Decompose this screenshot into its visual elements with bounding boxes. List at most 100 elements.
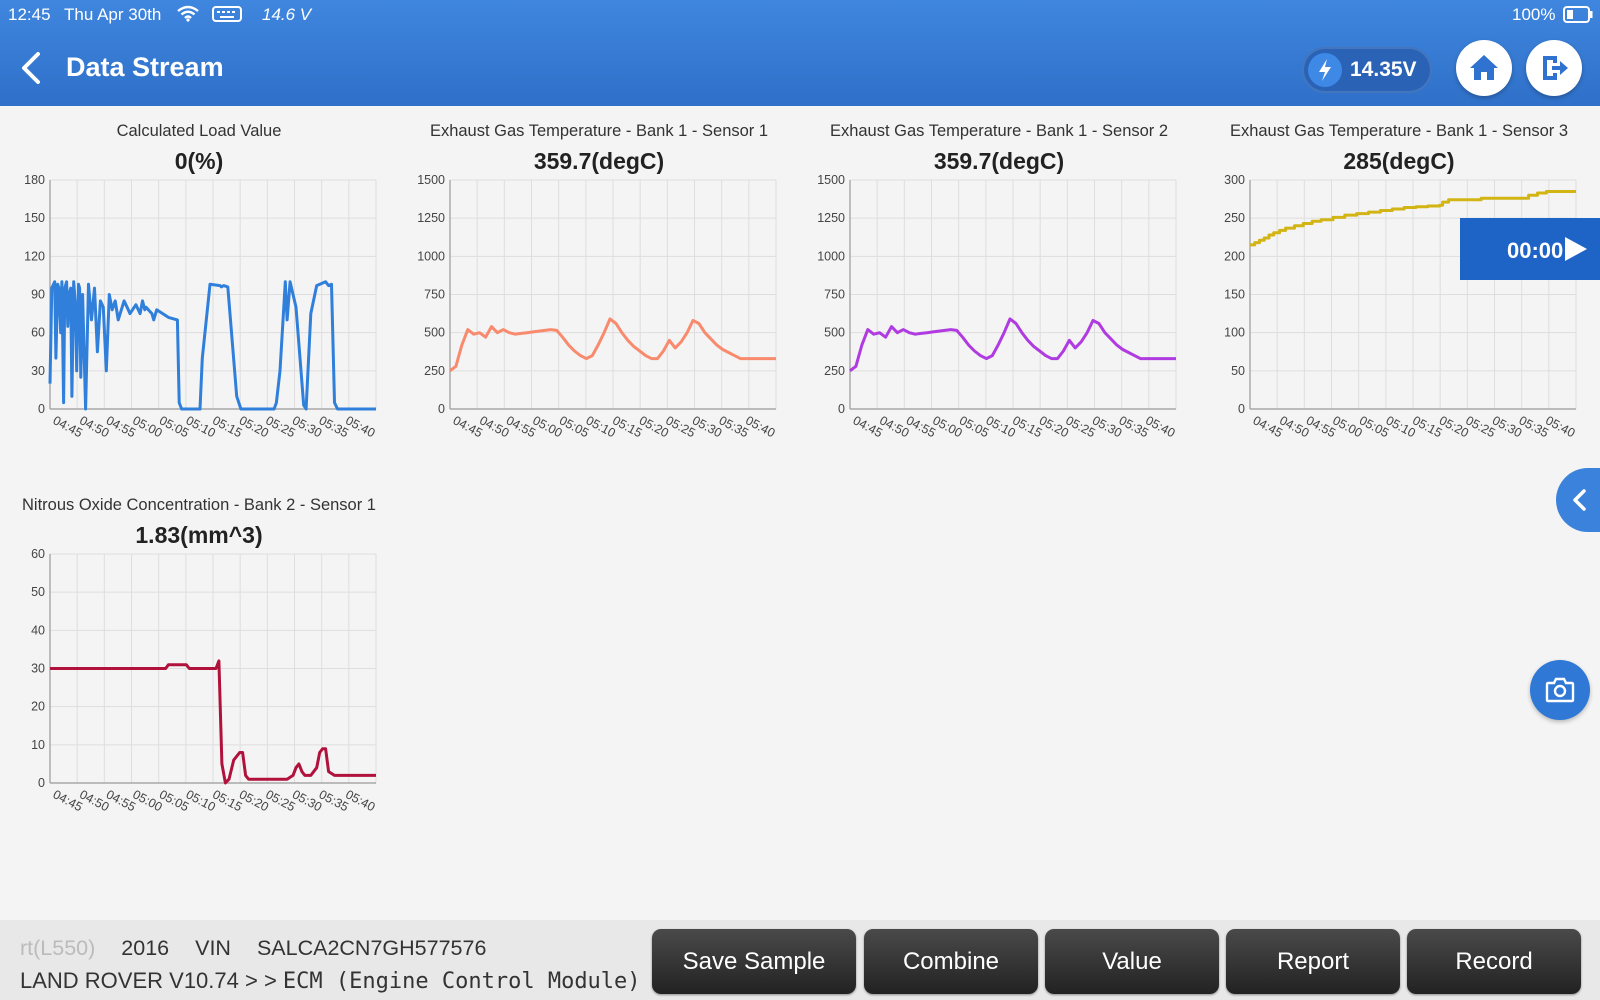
chevron-left-icon — [1573, 489, 1586, 511]
vin-label: VIN — [195, 936, 231, 960]
record-timer-button[interactable]: 00:00 — [1460, 218, 1600, 280]
value-button[interactable]: Value — [1045, 929, 1219, 994]
egt-sensor2-chart: 025050075010001250150004:4504:5004:5505:… — [817, 173, 1177, 440]
egt-sensor1-chart: 025050075010001250150004:4504:5004:5505:… — [417, 173, 777, 440]
report-button[interactable]: Report — [1226, 929, 1400, 994]
chart-panel: Exhaust Gas Temperature - Bank 1 - Senso… — [804, 122, 1194, 482]
y-tick-label: 1500 — [817, 173, 845, 187]
y-tick-label: 30 — [31, 662, 45, 676]
status-time: 12:45 — [8, 5, 51, 24]
side-panel-toggle[interactable] — [1556, 468, 1600, 532]
diagnostic-path: LAND ROVER V10.74 > > ECM (Engine Contro… — [20, 968, 641, 994]
nox-chart: 010203040506004:4504:5004:5505:0005:0505… — [31, 547, 377, 814]
y-tick-label: 250 — [824, 364, 845, 378]
y-tick-label: 500 — [824, 326, 845, 340]
vehicle-year: 2016 — [121, 936, 170, 960]
series-line — [48, 280, 376, 411]
vehicle-model: rt(L550) — [20, 936, 96, 960]
keyboard-icon — [212, 6, 242, 27]
vin-number: SALCA2CN7GH577576 — [256, 936, 487, 960]
chart-current-value: 1.83(mm^3) — [135, 522, 263, 548]
y-tick-label: 250 — [424, 364, 445, 378]
chart-title: Exhaust Gas Temperature - Bank 1 - Senso… — [829, 122, 1169, 140]
y-tick-label: 50 — [31, 585, 45, 599]
series-line — [1250, 190, 1576, 247]
y-tick-label: 250 — [1224, 211, 1245, 225]
y-tick-label: 1000 — [817, 249, 845, 263]
y-tick-label: 150 — [24, 211, 45, 225]
y-tick-label: 200 — [1224, 249, 1245, 263]
timer-label: 00:00 — [1507, 238, 1564, 263]
exit-icon — [1543, 56, 1568, 80]
y-tick-label: 120 — [24, 249, 45, 263]
y-tick-label: 50 — [1231, 364, 1245, 378]
chart-panel: Nitrous Oxide Concentration - Bank 2 - S… — [4, 496, 394, 856]
y-tick-label: 750 — [824, 288, 845, 302]
battery-voltage-value: 14.35V — [1350, 58, 1417, 81]
exit-button[interactable] — [1526, 40, 1582, 96]
chart-current-value: 0(%) — [174, 148, 224, 174]
screenshot-button[interactable] — [1530, 660, 1590, 720]
y-tick-label: 180 — [24, 173, 45, 187]
module-name: ECM (Engine Control Module) — [282, 969, 641, 994]
path-prefix: LAND ROVER V10.74 > > — [20, 968, 277, 993]
status-date: Thu Apr 30th — [64, 5, 162, 24]
chart-title: Nitrous Oxide Concentration - Bank 2 - S… — [21, 496, 376, 514]
x-tick-label: 05:40 — [343, 413, 377, 440]
play-icon — [1565, 237, 1587, 261]
wifi-icon — [176, 4, 200, 27]
save-sample-button[interactable]: Save Sample — [652, 929, 856, 994]
y-tick-label: 20 — [31, 700, 45, 714]
back-button[interactable] — [14, 46, 50, 90]
y-tick-label: 500 — [424, 326, 445, 340]
battery-icon — [1563, 6, 1593, 28]
x-tick-label: 05:40 — [1543, 413, 1577, 440]
load-value-chart: 030609012015018004:4504:5004:5505:0005:0… — [24, 173, 377, 440]
y-tick-label: 1500 — [417, 173, 445, 187]
battery-percent: 100% — [1512, 5, 1556, 24]
y-tick-label: 60 — [31, 547, 45, 561]
combine-button[interactable]: Combine — [864, 929, 1038, 994]
y-tick-label: 60 — [31, 326, 45, 340]
x-tick-label: 05:40 — [1143, 413, 1177, 440]
chart-title: Exhaust Gas Temperature - Bank 1 - Senso… — [1229, 122, 1569, 140]
y-tick-label: 0 — [1238, 402, 1245, 416]
back-arrow-icon — [22, 52, 40, 84]
y-tick-label: 0 — [38, 776, 45, 790]
page-title: Data Stream — [66, 52, 224, 82]
y-tick-label: 10 — [31, 738, 45, 752]
chart-panel: Exhaust Gas Temperature - Bank 1 - Senso… — [404, 122, 794, 482]
series-line — [849, 317, 1176, 372]
home-button[interactable] — [1456, 40, 1512, 96]
chart-panel: Exhaust Gas Temperature - Bank 1 - Senso… — [1204, 122, 1594, 482]
y-tick-label: 90 — [31, 288, 45, 302]
home-icon — [1470, 55, 1498, 80]
chart-panel: Calculated Load Value 0(%) 0 30 60 90 120 150… — [4, 122, 394, 482]
y-tick-label: 40 — [31, 623, 45, 637]
series-line — [50, 659, 376, 785]
series-line — [449, 317, 776, 372]
y-tick-label: 0 — [838, 402, 845, 416]
y-tick-label: 150 — [1224, 288, 1245, 302]
chart-current-value: 359.7(degC) — [933, 148, 1065, 174]
x-tick-label: 05:40 — [743, 413, 777, 440]
status-bar: 12:45 Thu Apr 30th 14.6 V 100% — [0, 0, 1600, 30]
y-tick-label: 100 — [1224, 326, 1245, 340]
chart-current-value: 359.7(degC) — [533, 148, 665, 174]
y-tick-label: 0 — [38, 402, 45, 416]
egt-sensor3-chart: 05010015020025030004:4504:5004:5505:0005… — [1224, 173, 1577, 440]
x-tick-label: 05:40 — [343, 787, 377, 814]
battery-voltage-badge: 14.35V — [1302, 47, 1432, 93]
y-tick-label: 0 — [438, 402, 445, 416]
y-tick-label: 750 — [424, 288, 445, 302]
record-button[interactable]: Record — [1407, 929, 1581, 994]
y-tick-label: 30 — [31, 364, 45, 378]
chart-title: Exhaust Gas Temperature - Bank 1 - Senso… — [429, 122, 769, 140]
chart-title: Calculated Load Value — [116, 122, 282, 140]
chart-current-value: 285(degC) — [1343, 148, 1455, 174]
lightning-icon — [1308, 53, 1342, 87]
camera-icon — [1545, 677, 1575, 703]
y-tick-label: 1250 — [817, 211, 845, 225]
y-tick-label: 1000 — [417, 249, 445, 263]
